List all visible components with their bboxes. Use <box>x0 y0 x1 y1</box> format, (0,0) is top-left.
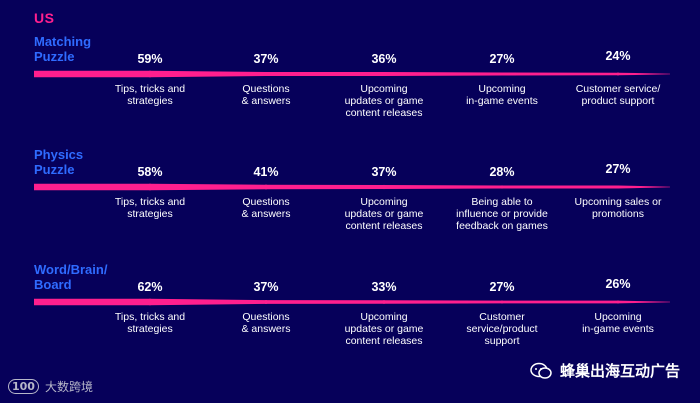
bar-mark-3 <box>383 300 385 304</box>
category-label: Being able to influence or provide feedb… <box>456 196 548 232</box>
bar-mark-4 <box>501 72 503 76</box>
genre-label: Matching Puzzle <box>34 34 92 64</box>
value-label: 37% <box>253 280 279 294</box>
bar-mark-4 <box>501 300 503 304</box>
value-label: 27% <box>489 52 515 66</box>
value-label: 33% <box>371 280 397 294</box>
genre-label: Physics Puzzle <box>34 147 84 177</box>
category-label: Upcoming updates or game content release… <box>344 83 424 119</box>
category-label: Upcoming in-game events <box>466 83 538 107</box>
region-label: US <box>34 10 55 26</box>
watermark-right: 蜂巢出海互动广告 <box>530 360 680 381</box>
category-label: Upcoming updates or game content release… <box>344 311 424 347</box>
genre-label: Word/Brain/ Board <box>34 262 108 292</box>
bar-mark-1 <box>149 183 151 191</box>
taper-bar <box>34 70 670 78</box>
category-label: Upcoming in-game events <box>582 311 654 335</box>
category-label: Tips, tricks and strategies <box>114 311 186 335</box>
taper-bar-svg <box>34 298 670 306</box>
taper-bar-svg <box>34 70 670 78</box>
category-label: Tips, tricks and strategies <box>114 83 186 107</box>
value-label: 28% <box>489 165 515 179</box>
chart-section-2: Physics Puzzle 58% 41% 37% 28% 27% Tips, trick… <box>0 143 700 263</box>
bar-mark-1 <box>149 70 151 78</box>
category-label: Customer service/product support <box>466 311 538 347</box>
value-label: 59% <box>137 52 163 66</box>
value-label: 37% <box>371 165 397 179</box>
category-label: Customer service/ product support <box>575 83 661 107</box>
value-label: 41% <box>253 165 279 179</box>
bar-mark-5 <box>617 72 619 76</box>
value-label: 27% <box>605 162 631 176</box>
watermark-right-text: 蜂巢出海互动广告 <box>559 362 680 380</box>
bar-mark-3 <box>383 184 385 190</box>
value-label: 58% <box>137 165 163 179</box>
bar-mark-2 <box>265 184 267 190</box>
value-label: 27% <box>489 280 515 294</box>
value-label: 62% <box>137 280 163 294</box>
value-label: 26% <box>605 277 631 291</box>
value-label: 24% <box>605 49 631 63</box>
bar-mark-2 <box>265 71 267 77</box>
bar-mark-5 <box>617 185 619 189</box>
category-label: Questions & answers <box>241 83 291 107</box>
category-label: Upcoming sales or promotions <box>574 196 662 220</box>
watermark-left-text: 大数跨境 <box>44 380 93 394</box>
category-label: Questions & answers <box>241 311 291 335</box>
bar-mark-3 <box>383 72 385 76</box>
bar-mark-1 <box>149 298 151 306</box>
chat-icon <box>530 362 552 379</box>
bar-mark-2 <box>265 300 267 304</box>
logo-mark: 100 <box>8 379 39 394</box>
watermark-left: 100 大数跨境 <box>8 378 93 395</box>
chart-section-1: Matching Puzzle 59% 37% 36% 27% 24% Tips, tric… <box>0 30 700 150</box>
category-label: Upcoming updates or game content release… <box>344 196 424 232</box>
value-label: 37% <box>253 52 279 66</box>
taper-bar-svg <box>34 183 670 191</box>
category-label: Tips, tricks and strategies <box>114 196 186 220</box>
bar-mark-5 <box>617 300 619 304</box>
taper-bar <box>34 183 670 191</box>
value-label: 36% <box>371 52 397 66</box>
bar-mark-4 <box>501 185 503 189</box>
taper-bar <box>34 298 670 306</box>
category-label: Questions & answers <box>241 196 291 220</box>
chart-section-3: Word/Brain/ Board 62% 37% 33% 27% 26% Tips, tr… <box>0 258 700 378</box>
